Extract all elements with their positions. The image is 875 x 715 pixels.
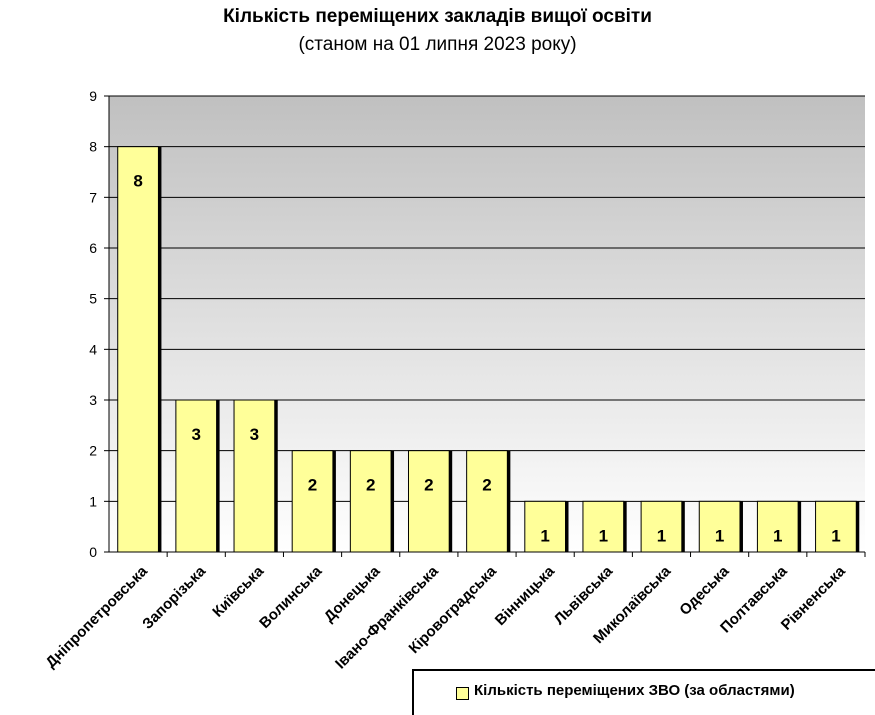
- x-tick-label: Донецька: [321, 562, 384, 625]
- chart-title: Кількість переміщених закладів вищої осв…: [223, 6, 652, 27]
- x-tick-label: Дніпропетровська: [42, 562, 151, 671]
- y-tick-label: 8: [89, 139, 97, 155]
- y-tick-label: 0: [89, 544, 97, 560]
- bar: [698, 500, 741, 553]
- chart-subtitle: (станом на 01 липня 2023 року): [298, 34, 577, 55]
- data-label: 2: [366, 476, 375, 495]
- x-tick-label: Київська: [209, 562, 267, 620]
- legend: Кількість переміщених ЗВО (за областями): [412, 669, 875, 715]
- data-label: 1: [599, 526, 608, 545]
- bar: [815, 500, 857, 553]
- data-label: 1: [715, 526, 724, 545]
- x-tick-label: Запорізька: [139, 562, 209, 632]
- data-label: 2: [482, 476, 491, 495]
- bar: [349, 450, 392, 553]
- data-label: 1: [540, 526, 549, 545]
- bar: [640, 500, 683, 553]
- y-tick-label: 4: [89, 341, 97, 357]
- data-label: 1: [657, 526, 666, 545]
- axes: [104, 95, 866, 557]
- data-label: 8: [133, 172, 142, 191]
- y-tick-label: 6: [89, 240, 97, 256]
- data-label: 2: [308, 476, 317, 495]
- data-label: 3: [250, 425, 259, 444]
- bar: [466, 450, 508, 553]
- bar: [524, 500, 567, 553]
- y-tick-label: 9: [89, 88, 97, 104]
- x-tick-label: Івано-Франківська: [332, 562, 442, 672]
- legend-swatch: [456, 687, 469, 700]
- data-label: 1: [831, 526, 840, 545]
- bar: [175, 399, 218, 553]
- bar: [582, 500, 625, 553]
- data-label: 3: [191, 425, 200, 444]
- x-tick-label: Волинська: [256, 562, 326, 632]
- bars: [117, 146, 860, 553]
- x-tick-label: Вінницька: [492, 562, 559, 629]
- y-tick-labels: 0 1 2 3 4 5 6 7 8 9: [89, 88, 97, 560]
- data-label: 1: [773, 526, 782, 545]
- y-tick-label: 5: [89, 291, 97, 307]
- y-tick-label: 1: [89, 493, 97, 509]
- bar: [291, 450, 334, 553]
- data-label: 2: [424, 476, 433, 495]
- y-tick-label: 2: [89, 443, 97, 459]
- bar: [233, 399, 276, 553]
- legend-label: Кількість переміщених ЗВО (за областями): [474, 682, 795, 699]
- bar: [117, 146, 159, 553]
- data-labels: 8 3 3 2 2 2 2 1 1 1 1 1 1: [133, 172, 840, 546]
- x-tick-label: Одеська: [676, 562, 733, 619]
- bar: [407, 450, 450, 553]
- y-tick-label: 7: [89, 189, 97, 205]
- y-tick-label: 3: [89, 392, 97, 408]
